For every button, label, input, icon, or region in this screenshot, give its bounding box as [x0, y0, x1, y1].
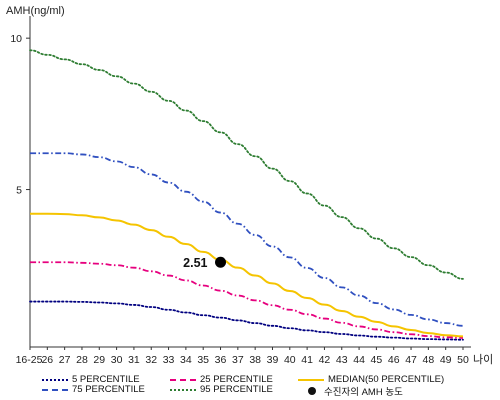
series-line-2 [29, 212, 464, 338]
x-tick-label: 45 [371, 354, 383, 366]
x-tick-label: 31 [128, 354, 140, 366]
legend-label-25th: 25 PERCENTILE [200, 374, 273, 385]
legend: 5 PERCENTILE 75 PERCENTILE 25 PERCENTILE… [40, 372, 470, 398]
y-tick-label: 5 [16, 185, 22, 197]
legend-label-median: MEDIAN(50 PERCENTILE) [328, 374, 445, 385]
x-tick-label: 28 [76, 354, 88, 366]
x-tick-label: 16-25 [16, 354, 43, 366]
legend-swatch-95th [170, 388, 196, 391]
series-line-0 [29, 300, 464, 341]
x-tick-label: 44 [353, 354, 365, 366]
x-tick-label: 29 [93, 354, 105, 366]
x-tick-label: 38 [249, 354, 261, 366]
x-tick-label: 42 [319, 354, 331, 366]
series-line-4 [29, 49, 464, 280]
x-axis-label: 나이 [473, 353, 493, 366]
legend-label-patient: 수진자의 AMH 농도 [324, 386, 403, 398]
x-tick-label: 50 [457, 354, 469, 366]
x-tick-label: 40 [284, 354, 296, 366]
legend-label-95th: 95 PERCENTILE [200, 384, 273, 395]
legend-swatch-median [298, 378, 324, 381]
legend-dot-patient [308, 386, 316, 395]
x-tick-label: 30 [111, 354, 123, 366]
x-tick-label: 47 [405, 354, 417, 366]
axes [29, 16, 471, 348]
legend-item-patient: 수진자의 AMH 농도 [298, 385, 403, 398]
series-lines [29, 49, 464, 341]
x-tick-label: 33 [163, 354, 175, 366]
y-tick-label: 10 [10, 33, 22, 45]
x-tick-label: 36 [215, 354, 227, 366]
x-tick-label: 48 [423, 354, 435, 366]
x-tick-label: 32 [145, 354, 157, 366]
legend-item-5th: 5 PERCENTILE [42, 374, 140, 385]
legend-item-25th: 25 PERCENTILE [170, 374, 273, 385]
series-line-3 [30, 152, 464, 327]
legend-swatch-25th [170, 378, 196, 381]
x-tick-label: 46 [388, 354, 400, 366]
x-tick-label: 49 [440, 354, 452, 366]
legend-item-median: MEDIAN(50 PERCENTILE) [298, 374, 444, 385]
patient-marker-dot [215, 256, 227, 268]
patient-marker-label: 2.51 [183, 256, 207, 270]
x-tick-label: 43 [336, 354, 348, 366]
x-tick-label: 27 [59, 354, 71, 366]
y-axis-label: AMH(ng/ml) [6, 5, 65, 17]
x-tick-label: 34 [180, 354, 192, 366]
x-tick-label: 41 [301, 354, 313, 366]
legend-swatch-75th [42, 388, 68, 391]
legend-label-75th: 75 PERCENTILE [72, 384, 145, 395]
x-tick-label: 26 [41, 354, 53, 366]
legend-swatch-5th [42, 378, 68, 381]
x-tick-label: 35 [197, 354, 209, 366]
y-ticks: 5 10 [10, 33, 30, 197]
x-tick-label: 39 [267, 354, 279, 366]
legend-item-75th: 75 PERCENTILE [42, 384, 145, 395]
patient-marker: 2.51 [183, 256, 227, 270]
x-tick-label: 37 [232, 354, 244, 366]
legend-item-95th: 95 PERCENTILE [170, 384, 273, 395]
x-ticks: 16-25 26 27 28 29 30 31 32 33 34 35 36 37 38 39 40 41 42 4… [16, 347, 469, 366]
legend-label-5th: 5 PERCENTILE [72, 374, 140, 385]
